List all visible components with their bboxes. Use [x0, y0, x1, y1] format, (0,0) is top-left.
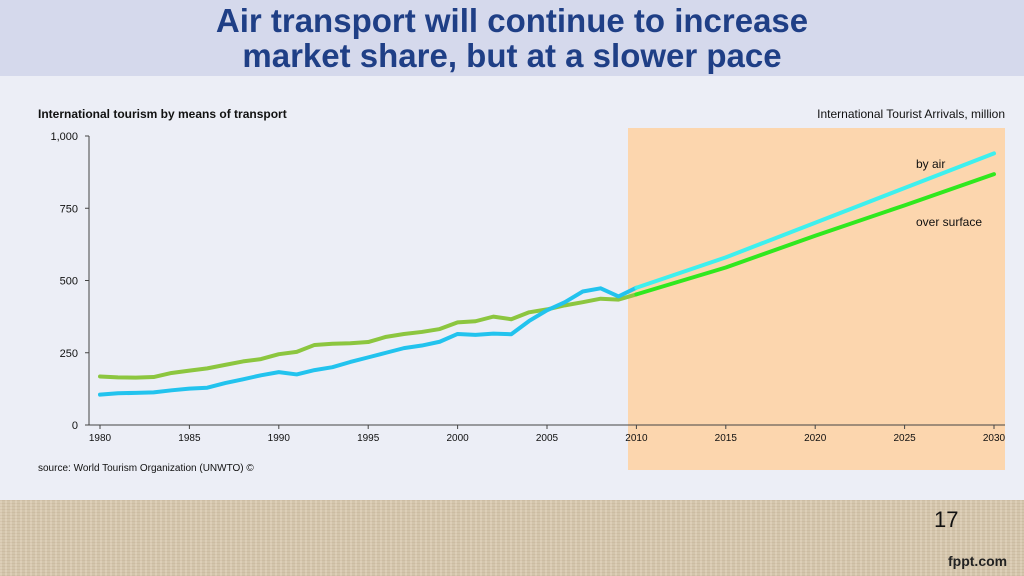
x-tick-label: 2020 [804, 433, 827, 444]
y-tick-label: 1,000 [50, 131, 78, 143]
y-tick-label: 0 [72, 420, 78, 432]
air-historical-line [98, 285, 639, 397]
slide-title: Air transport will continue to increase … [216, 3, 808, 73]
x-tick-label: 2000 [446, 433, 469, 444]
y-tick-label: 500 [60, 276, 78, 288]
surface-forecast-line [634, 172, 996, 297]
y-tick-label: 750 [60, 203, 78, 215]
series-lines [98, 151, 996, 397]
x-tick-label: 1995 [357, 433, 380, 444]
annotation-by-air: by air [916, 157, 945, 171]
chart-subtitle: International Tourist Arrivals, million [817, 107, 1005, 121]
chart-title: International tourism by means of transp… [38, 107, 287, 121]
slide-footer [0, 500, 1024, 576]
slide-header: Air transport will continue to increase … [0, 0, 1024, 76]
x-tick-label: 1980 [89, 433, 112, 444]
x-tick-label: 1990 [268, 433, 291, 444]
chart: International tourism by means of transp… [38, 107, 1006, 474]
x-tick-label: 2030 [983, 433, 1006, 444]
x-tick-label: 1985 [178, 433, 201, 444]
x-tick-label: 2025 [893, 433, 916, 444]
x-tick-label: 2015 [715, 433, 738, 444]
annotation-over-surface: over surface [916, 215, 982, 229]
slide-title-line-1: Air transport will continue to increase [215, 2, 809, 39]
air-forecast-line [634, 151, 996, 290]
chart-source: source: World Tourism Organization (UNWT… [38, 463, 254, 474]
forecast-region [628, 128, 1005, 470]
brand-logo-text: fppt.com [948, 553, 1008, 569]
x-tick-label: 2005 [536, 433, 559, 444]
y-tick-label: 250 [60, 348, 78, 360]
slide-title-line-2: market share, but at a slower pace [242, 37, 782, 74]
x-tick-label: 2010 [625, 433, 648, 444]
page-number: 17 [934, 507, 959, 532]
axis-ticks: 1980 1985 1990 1995 2000 2005 2010 2015 2020 2025… [50, 131, 1005, 444]
